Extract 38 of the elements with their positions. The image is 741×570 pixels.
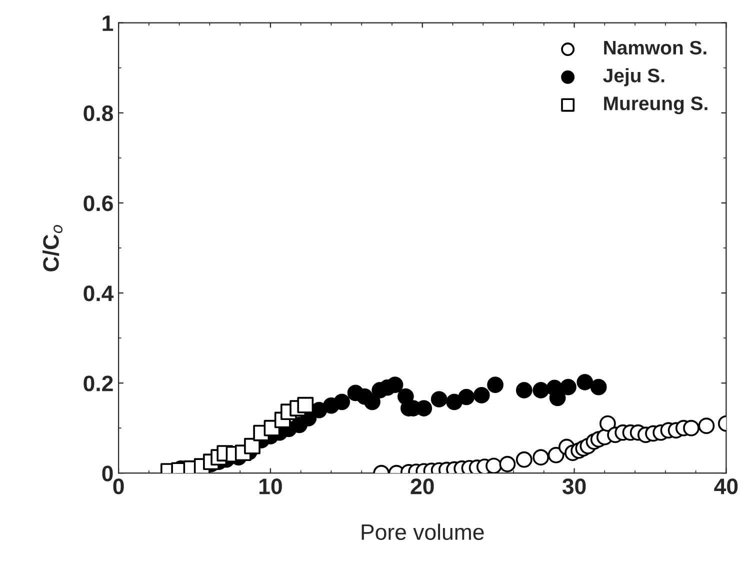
point <box>576 374 594 390</box>
point <box>487 376 504 394</box>
legend-label: Namwon S. <box>604 40 706 55</box>
x-tick-label: 20 <box>410 478 434 494</box>
point <box>334 394 350 410</box>
point <box>683 420 700 436</box>
y-axis-title: C/C$_{o}$ <box>42 224 63 272</box>
point <box>386 376 404 394</box>
legend-label: Mureung S. <box>604 96 708 114</box>
point <box>590 378 607 396</box>
point <box>499 456 516 472</box>
x-tick-label: 40 <box>714 478 738 494</box>
y-tick-label: 0.6 <box>84 195 113 212</box>
point <box>516 382 532 398</box>
point <box>532 382 550 398</box>
point <box>364 394 380 410</box>
point <box>446 394 462 410</box>
y-tick-label: 0.8 <box>84 105 114 122</box>
y-tick-label: 0.2 <box>84 376 113 392</box>
y-tick-label: 1 <box>102 16 114 31</box>
point <box>486 458 502 474</box>
y-tick-label: 0.4 <box>84 286 114 302</box>
x-tick-label: 10 <box>260 478 282 494</box>
x-axis-title: Pore volume <box>362 524 484 540</box>
x-tick-label: 0 <box>113 478 124 494</box>
legend-label: Jeju S. <box>603 68 664 86</box>
point <box>297 396 314 414</box>
point <box>244 438 260 454</box>
x-tick-label: 30 <box>562 478 586 494</box>
y-tick-label: 0 <box>102 466 113 482</box>
point <box>532 449 550 466</box>
point <box>560 378 576 396</box>
point <box>516 451 532 468</box>
point <box>549 390 566 406</box>
point <box>698 418 715 434</box>
point <box>473 387 490 404</box>
point <box>430 391 448 408</box>
point <box>458 388 475 406</box>
